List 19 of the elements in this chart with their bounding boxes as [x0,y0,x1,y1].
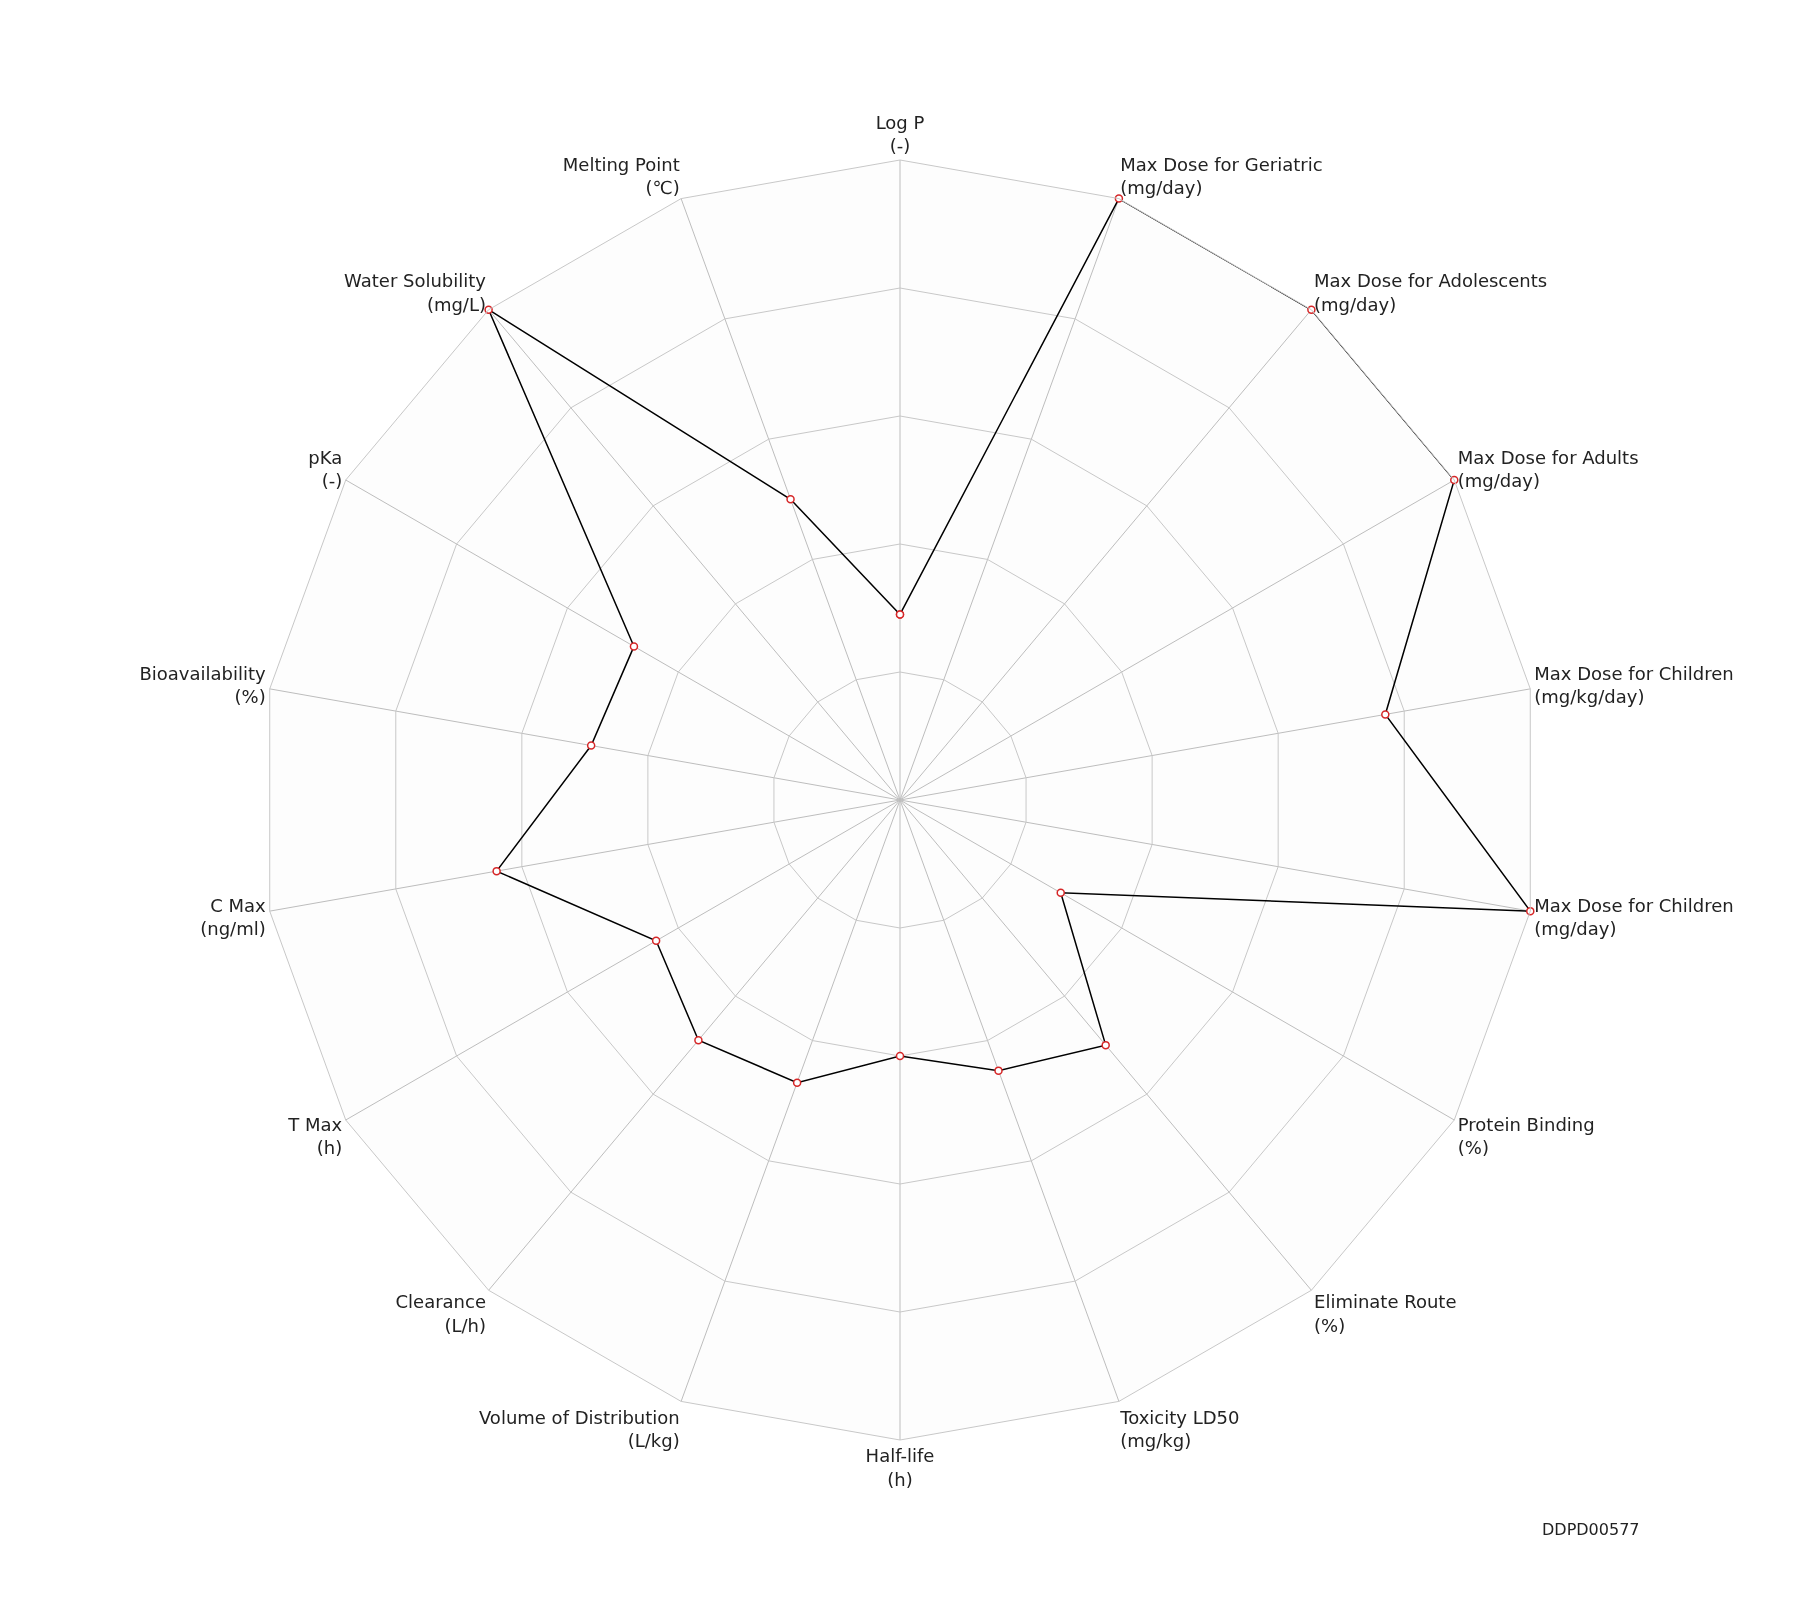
spoke-label: Max Dose for Children (mg/kg/day) [1534,663,1734,708]
text: DDPD00577 [1542,1520,1640,1539]
spoke-label: T Max (h) [287,1113,343,1159]
spoke-label: Volume of Distribution (L/kg) [478,1406,680,1452]
spoke-label: Max Dose for Children (mg/day) [1534,894,1734,939]
spoke-label: Protein Binding (%) [1457,1113,1595,1159]
spoke-label: Log P (-) [875,111,925,157]
spoke-label: Melting Point (℃) [562,153,680,199]
spoke-label: Water Solubility (mg/L) [344,270,487,315]
spoke-label: Eliminate Route (%) [1314,1291,1457,1336]
spoke-label: Max Dose for Adolescents (mg/day) [1314,270,1548,315]
spoke-label: Max Dose for Geriatric (mg/day) [1120,153,1323,199]
spoke-label: C Max (ng/ml) [200,894,267,939]
spoke-label: Clearance (L/h) [395,1291,486,1336]
spoke-label: Half-life (h) [865,1445,935,1490]
spoke-label: Toxicity LD50 (mg/kg) [1119,1406,1240,1452]
spoke-label: Bioavailability (%) [139,663,267,708]
spoke-label: Max Dose for Adults (mg/day) [1457,447,1639,492]
spoke-label: pKa (-) [308,447,343,492]
